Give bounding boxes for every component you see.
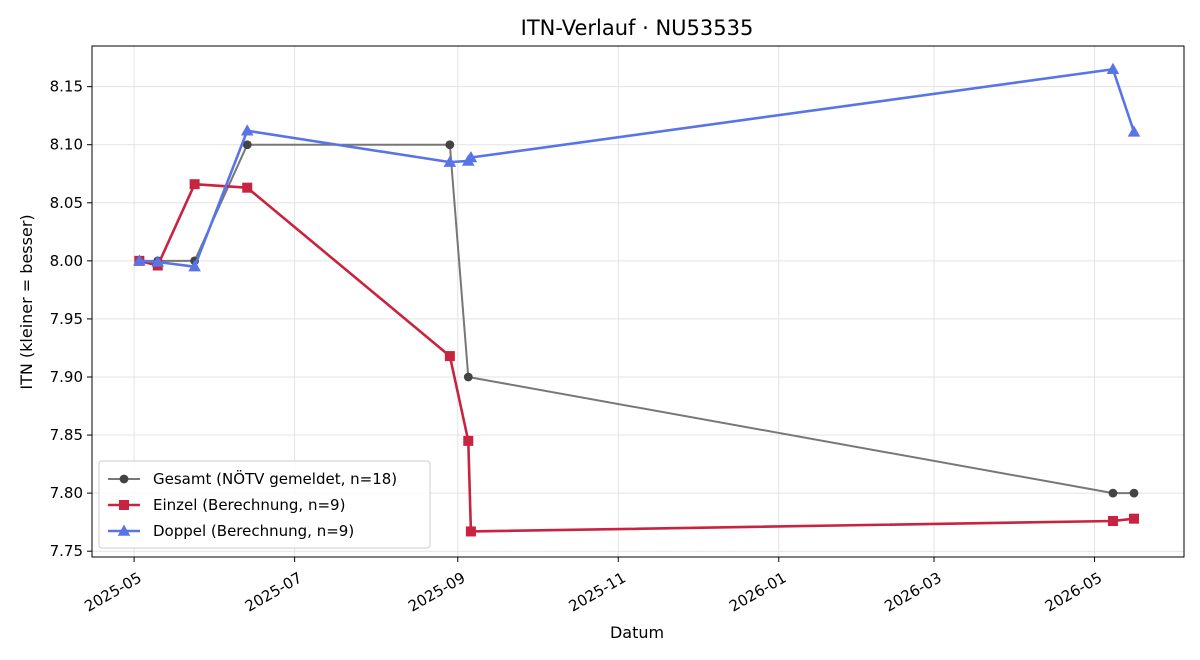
legend-marker [119, 500, 129, 510]
data-point [463, 372, 473, 382]
legend: Gesamt (NÖTV gemeldet, n=18) Einzel (Bere… [98, 460, 431, 549]
data-point [1127, 125, 1141, 137]
y-axis-title: ITN (kleiner = besser) [17, 214, 36, 389]
y-tick-label: 8.10 [50, 136, 83, 154]
y-tick-label: 8.05 [50, 194, 83, 212]
chart-title: ITN-Verlauf · NU53535 [521, 16, 754, 40]
data-point [1106, 62, 1120, 74]
data-point [463, 435, 474, 446]
series-line [139, 143, 1134, 495]
y-tick-label: 7.90 [50, 368, 83, 386]
data-point [1108, 488, 1118, 498]
data-point [242, 182, 253, 193]
legend-marker [119, 474, 129, 484]
data-point [188, 260, 201, 272]
data-point [1107, 515, 1118, 526]
y-tick-label: 7.75 [50, 542, 83, 560]
y-tick-label: 8.15 [50, 78, 83, 96]
data-point [242, 140, 252, 150]
legend-label: Doppel (Berechnung, n=9) [153, 522, 354, 540]
data-point [240, 124, 254, 136]
data-point [151, 255, 165, 267]
legend-label: Einzel (Berechnung, n=9) [153, 496, 345, 514]
data-point [1129, 513, 1140, 524]
y-tick-label: 7.85 [50, 426, 83, 444]
data-point [133, 254, 146, 266]
legend-box [98, 460, 431, 549]
y-tick-label: 8.00 [50, 252, 83, 270]
grid [92, 46, 1184, 557]
data-point [1129, 488, 1139, 498]
data-point [444, 351, 455, 362]
plot-frame [91, 45, 1185, 558]
x-axis-title: Datum [610, 623, 664, 642]
y-tick-label: 7.95 [50, 310, 83, 328]
series-2 [133, 62, 1141, 272]
data-point [189, 179, 200, 190]
data-point [465, 526, 476, 537]
legend-marker [117, 524, 131, 536]
series-layer [133, 62, 1141, 537]
y-tick-label: 7.80 [50, 484, 83, 502]
legend-label: Gesamt (NÖTV gemeldet, n=18) [153, 469, 397, 488]
data-point [464, 150, 478, 163]
data-point [443, 155, 457, 167]
data-point [445, 140, 455, 150]
